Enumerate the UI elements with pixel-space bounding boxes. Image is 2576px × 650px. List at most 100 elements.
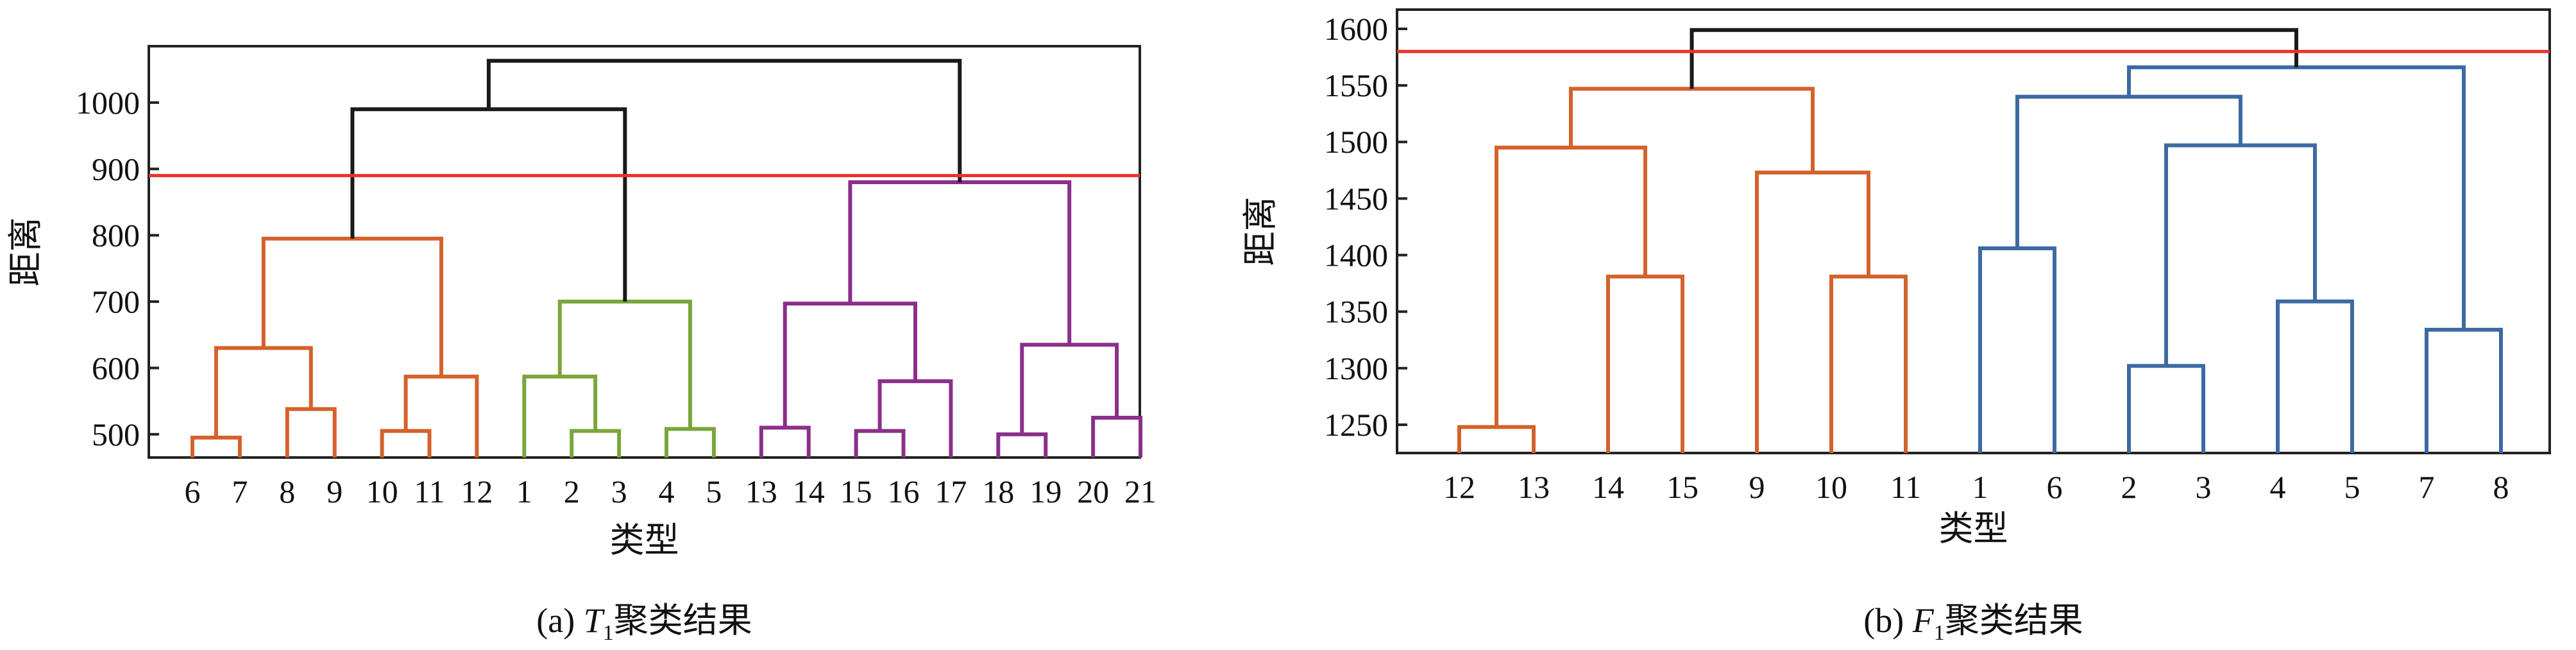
leaf-label: 10 [366, 474, 398, 509]
dendrogram-link [570, 429, 622, 458]
leaf-label: 18 [982, 474, 1014, 509]
caption-prefix: (a) [536, 601, 583, 640]
y-tick-label: 500 [92, 416, 140, 452]
leaf-label: 11 [1890, 469, 1921, 505]
dendrogram-link [1829, 275, 1908, 453]
y-axis-label: 距离 [1240, 197, 1280, 266]
y-tick-label: 1450 [1324, 180, 1388, 216]
y-tick-label: 600 [92, 350, 140, 386]
leaf-label: 8 [2493, 469, 2509, 505]
leaf-label: 19 [1030, 474, 1062, 509]
dendrogram-link [403, 374, 479, 458]
y-tick-label: 1350 [1324, 294, 1388, 330]
leaf-label: 6 [185, 474, 201, 509]
leaf-label: 9 [1749, 469, 1765, 505]
leaf-label: 5 [2344, 469, 2360, 505]
y-tick-label: 1400 [1324, 237, 1388, 273]
y-tick-label: 1550 [1324, 67, 1388, 103]
dendrogram-link [2425, 327, 2503, 453]
dendrogram-link [665, 427, 716, 458]
dendrogram-link [261, 236, 443, 377]
dendrogram-link [2127, 364, 2205, 453]
dendrogram-link [783, 302, 917, 428]
caption-variable: F [1912, 601, 1935, 640]
y-tick-label: 1000 [76, 85, 140, 121]
leaf-label: 7 [232, 474, 248, 509]
leaf-label: 4 [659, 474, 675, 509]
dendrogram-link [2127, 65, 2466, 330]
leaf-label: 21 [1124, 474, 1157, 509]
x-axis-label: 类型 [610, 520, 679, 560]
y-tick-label: 900 [92, 151, 140, 187]
dendrogram-link [854, 429, 906, 458]
dendrogram-link [759, 425, 811, 458]
caption-variable: T [584, 601, 606, 640]
leaf-label: 15 [840, 474, 872, 509]
leaf-label: 9 [326, 474, 343, 509]
caption-prefix: (b) [1863, 601, 1912, 640]
dendrogram-link [1690, 28, 2298, 89]
x-axis-label: 类型 [1939, 508, 2008, 549]
dendrogram-link [848, 180, 1072, 345]
panel-caption: (b) F1聚类结果 [1863, 600, 2083, 645]
leaf-label: 6 [2047, 469, 2063, 505]
leaf-label: 7 [2419, 469, 2435, 505]
plot-frame [148, 45, 1141, 459]
dendrogram-link [996, 432, 1048, 458]
panel-caption: (a) T1聚类结果 [536, 600, 752, 645]
dendrogram-link [350, 107, 627, 302]
caption-suffix: 聚类结果 [614, 600, 752, 640]
caption-subscript: 1 [603, 621, 614, 645]
dendrogram-link [380, 429, 432, 458]
caption-suffix: 聚类结果 [1945, 600, 2083, 640]
dendrogram-link [1495, 146, 1647, 427]
dendrogram-link [1020, 343, 1119, 434]
leaf-label: 3 [611, 474, 627, 509]
leaf-label: 20 [1077, 474, 1109, 509]
plot-frame [1396, 8, 2551, 454]
y-tick-label: 1600 [1324, 11, 1388, 47]
leaf-label: 17 [935, 474, 967, 509]
leaf-label: 1 [516, 474, 532, 509]
leaf-label: 5 [706, 474, 722, 509]
leaf-label: 11 [414, 474, 445, 509]
y-tick-label: 1250 [1324, 407, 1388, 443]
dendrogram-link [285, 407, 337, 458]
dendrogram-link [2276, 299, 2354, 453]
dendrogram-link [2015, 94, 2242, 248]
leaf-label: 12 [1443, 469, 1475, 505]
leaf-label: 4 [2270, 469, 2286, 505]
leaf-label: 13 [745, 474, 777, 509]
y-tick-label: 1500 [1324, 124, 1388, 160]
leaf-label: 13 [1518, 469, 1550, 505]
leaf-label: 14 [793, 474, 825, 509]
caption-subscript: 1 [1934, 621, 1945, 645]
leaf-label: 15 [1666, 469, 1699, 505]
leaf-label: 3 [2196, 469, 2212, 505]
dendrogram-link [486, 58, 962, 182]
y-tick-label: 1300 [1324, 350, 1388, 386]
leaf-label: 1 [1972, 469, 1988, 505]
leaf-label: 2 [2121, 469, 2137, 505]
dendrogram-link [191, 435, 242, 458]
dendrogram-link [1457, 425, 1536, 453]
dendrogram-link [877, 379, 953, 458]
dendrogram-link [2164, 143, 2317, 366]
y-tick-label: 700 [92, 284, 140, 320]
dendrogram-link [1978, 246, 2056, 453]
y-axis-label: 距离 [5, 218, 46, 287]
dendrogram-link [214, 346, 313, 438]
leaf-label: 16 [888, 474, 920, 509]
leaf-label: 12 [461, 474, 493, 509]
leaf-label: 2 [564, 474, 580, 509]
y-tick-label: 800 [92, 218, 140, 253]
leaf-label: 10 [1815, 469, 1847, 505]
leaf-label: 8 [279, 474, 295, 509]
dendrogram-link [1091, 415, 1142, 458]
dendrogram-link [557, 300, 692, 429]
dendrogram-link [1755, 170, 1870, 453]
